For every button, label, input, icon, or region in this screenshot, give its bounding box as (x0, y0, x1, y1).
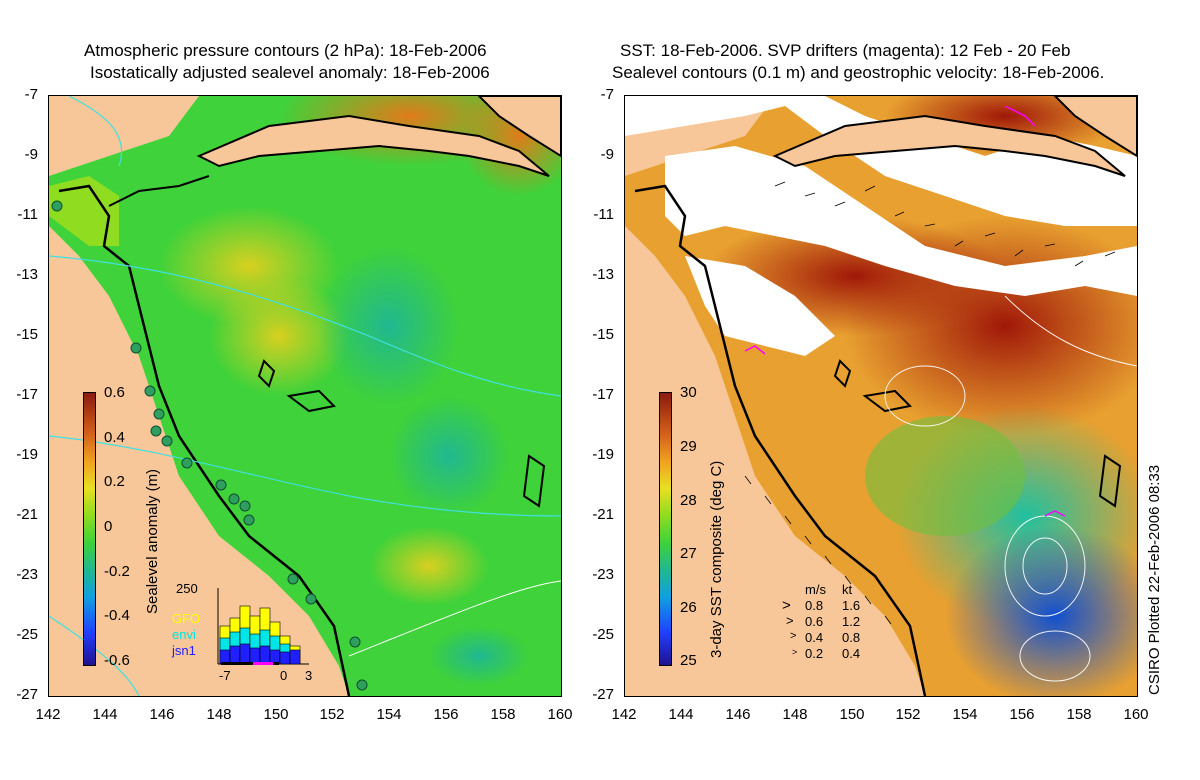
lon-tick-left: 152 (319, 706, 345, 723)
histogram-xtick: 3 (305, 668, 313, 683)
lat-tick-right: -19 (592, 446, 614, 463)
velocity-legend-header-kt: kt (842, 582, 853, 597)
lat-tick-left: -25 (16, 626, 38, 643)
velocity-arrow-icon: > (792, 647, 798, 657)
velocity-arrow-icon: > (790, 630, 797, 642)
plot-credit: CSIRO Plotted 22-Feb-2006 08:33 (1146, 464, 1163, 695)
velocity-legend-kt: 1.6 (842, 598, 861, 613)
lon-tick-left: 150 (263, 706, 289, 723)
lat-tick-right: -15 (592, 326, 614, 343)
lat-tick-right: -13 (592, 266, 614, 283)
lon-tick-right: 146 (725, 706, 751, 723)
left-title-line1: Atmospheric pressure contours (2 hPa): 1… (84, 41, 487, 60)
sst-colorbar-tick: 30 (680, 384, 697, 401)
lon-tick-right: 142 (611, 706, 637, 723)
left-title-line2: Isostatically adjusted sealevel anomaly:… (90, 63, 490, 82)
velocity-legend-header-ms: m/s (805, 582, 826, 597)
lat-tick-right: -11 (593, 206, 614, 223)
sealevel-colorbar-label: Sealevel anomaly (m) (144, 468, 161, 614)
lat-tick-left: -21 (16, 506, 38, 523)
lat-tick-right: -25 (592, 626, 614, 643)
sealevel-colorbar-tick: 0.2 (104, 473, 125, 490)
velocity-legend-ms: 0.6 (805, 614, 824, 629)
histogram-legend-jsn1: jsn1 (172, 643, 196, 658)
sst-map[interactable] (624, 95, 1138, 697)
velocity-legend-kt: 0.8 (842, 630, 861, 645)
lon-tick-right: 144 (668, 706, 694, 723)
sealevel-colorbar-tick: -0.2 (104, 563, 130, 580)
sealevel-colorbar-tick: -0.6 (104, 652, 130, 669)
lat-tick-left: -11 (17, 206, 38, 223)
velocity-legend-ms: 0.2 (805, 646, 824, 661)
lon-tick-left: 144 (92, 706, 118, 723)
lat-tick-left: -13 (16, 266, 38, 283)
sst-field (625, 96, 1137, 696)
lat-tick-left: -19 (16, 446, 38, 463)
velocity-legend-kt: 0.4 (842, 646, 861, 661)
lon-tick-right: 152 (895, 706, 921, 723)
sealevel-colorbar-tick: 0.4 (104, 429, 125, 446)
sst-colorbar-tick: 26 (680, 599, 697, 616)
altimeter-histogram (217, 588, 309, 665)
lat-tick-left: -23 (16, 566, 38, 583)
lon-tick-left: 156 (433, 706, 459, 723)
lat-tick-right: -7 (600, 86, 614, 103)
lat-tick-right: -21 (592, 506, 614, 523)
velocity-legend-ms: 0.4 (805, 630, 824, 645)
lat-tick-left: -9 (24, 146, 38, 163)
lat-tick-right: -27 (592, 686, 614, 703)
histogram-xtick: 0 (280, 668, 288, 683)
right-title-line2: Sealevel contours (0.1 m) and geostrophi… (612, 63, 1105, 82)
lat-tick-left: -17 (16, 386, 38, 403)
sealevel-colorbar-tick: -0.4 (104, 607, 130, 624)
lon-tick-right: 154 (952, 706, 978, 723)
lon-tick-left: 142 (35, 706, 61, 723)
velocity-legend-ms: 0.8 (805, 598, 824, 613)
velocity-arrow-icon: > (782, 597, 791, 614)
lat-tick-right: -17 (592, 386, 614, 403)
lon-tick-left: 148 (206, 706, 232, 723)
lon-tick-right: 160 (1123, 706, 1149, 723)
histogram-top-label: 250 (176, 581, 198, 596)
right-title-line1: SST: 18-Feb-2006. SVP drifters (magenta)… (620, 41, 1071, 60)
sst-colorbar-tick: 25 (680, 652, 697, 669)
lon-tick-right: 156 (1009, 706, 1035, 723)
sst-colorbar (659, 392, 672, 666)
velocity-arrow-icon: > (786, 613, 794, 628)
lon-tick-left: 146 (149, 706, 175, 723)
sealevel-anomaly-field (49, 96, 561, 696)
histogram-xtick: -7 (219, 668, 231, 683)
sealevel-colorbar-tick: 0 (104, 518, 113, 535)
velocity-legend-kt: 1.2 (842, 614, 861, 629)
sst-colorbar-tick: 29 (680, 438, 697, 455)
lat-tick-left: -7 (24, 86, 38, 103)
sealevel-colorbar (83, 392, 96, 666)
lon-tick-left: 160 (547, 706, 573, 723)
lat-tick-right: -9 (600, 146, 614, 163)
lon-tick-left: 154 (376, 706, 402, 723)
lon-tick-right: 150 (839, 706, 865, 723)
lon-tick-right: 148 (782, 706, 808, 723)
lon-tick-right: 158 (1066, 706, 1092, 723)
histogram-legend-envi: envi (172, 627, 196, 642)
sealevel-colorbar-tick: 0.6 (104, 384, 125, 401)
lat-tick-right: -23 (592, 566, 614, 583)
lat-tick-left: -27 (16, 686, 38, 703)
lon-tick-left: 158 (490, 706, 516, 723)
sst-colorbar-tick: 27 (680, 545, 697, 562)
sealevel-anomaly-map[interactable] (48, 95, 562, 697)
lat-tick-left: -15 (16, 326, 38, 343)
sst-colorbar-label: 3-day SST composite (deg C) (708, 460, 725, 658)
histogram-legend-gfo: GFO (172, 611, 201, 626)
sst-colorbar-tick: 28 (680, 492, 697, 509)
